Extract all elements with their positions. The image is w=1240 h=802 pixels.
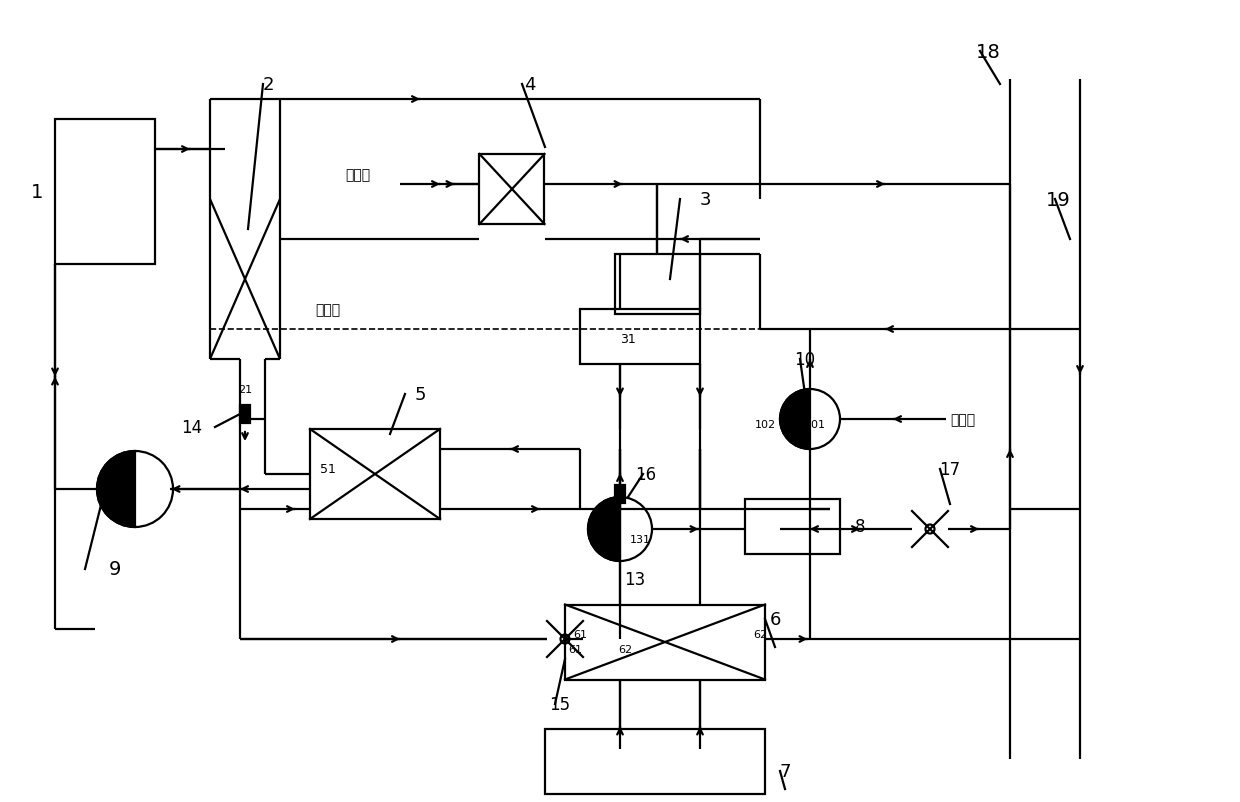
Text: 131: 131: [630, 534, 651, 545]
Text: 51: 51: [320, 463, 336, 476]
Text: 10: 10: [795, 350, 816, 369]
Text: 16: 16: [635, 465, 656, 484]
Bar: [565, 605, 765, 679]
Text: 9: 9: [109, 560, 122, 579]
Text: 62: 62: [618, 644, 632, 654]
Text: 61: 61: [573, 630, 587, 639]
Text: 4: 4: [525, 76, 536, 94]
Wedge shape: [780, 390, 810, 449]
Bar: [310, 429, 440, 520]
Text: 冷冻水: 冷冻水: [315, 302, 340, 317]
Bar: [580, 310, 701, 365]
Text: 5: 5: [414, 386, 425, 403]
Text: 1: 1: [31, 182, 43, 201]
Text: 19: 19: [1045, 190, 1070, 209]
Text: 8: 8: [854, 517, 866, 535]
Bar: [546, 729, 765, 794]
Bar: [745, 500, 839, 554]
Text: 62: 62: [753, 630, 768, 639]
Bar: [615, 255, 701, 314]
Text: 15: 15: [549, 695, 570, 713]
Text: 101: 101: [805, 419, 826, 429]
Text: 18: 18: [976, 43, 1001, 62]
Text: 14: 14: [181, 419, 202, 436]
Bar: [480, 155, 544, 225]
Text: 地下水: 地下水: [345, 168, 370, 182]
Text: 102: 102: [754, 419, 775, 429]
Text: 3: 3: [701, 191, 712, 209]
Text: 13: 13: [625, 570, 646, 588]
Text: 7: 7: [779, 762, 791, 780]
Text: 17: 17: [940, 460, 961, 479]
Wedge shape: [588, 497, 620, 561]
Text: 61: 61: [568, 644, 582, 654]
Bar: [241, 406, 250, 423]
Text: 21: 21: [238, 384, 252, 395]
Text: 6: 6: [769, 610, 781, 628]
Text: 31: 31: [620, 333, 636, 346]
Bar: [55, 119, 155, 265]
Wedge shape: [97, 452, 135, 528]
Bar: [615, 485, 625, 504]
Text: 2: 2: [262, 76, 274, 94]
Text: 补给水: 补给水: [950, 412, 975, 427]
